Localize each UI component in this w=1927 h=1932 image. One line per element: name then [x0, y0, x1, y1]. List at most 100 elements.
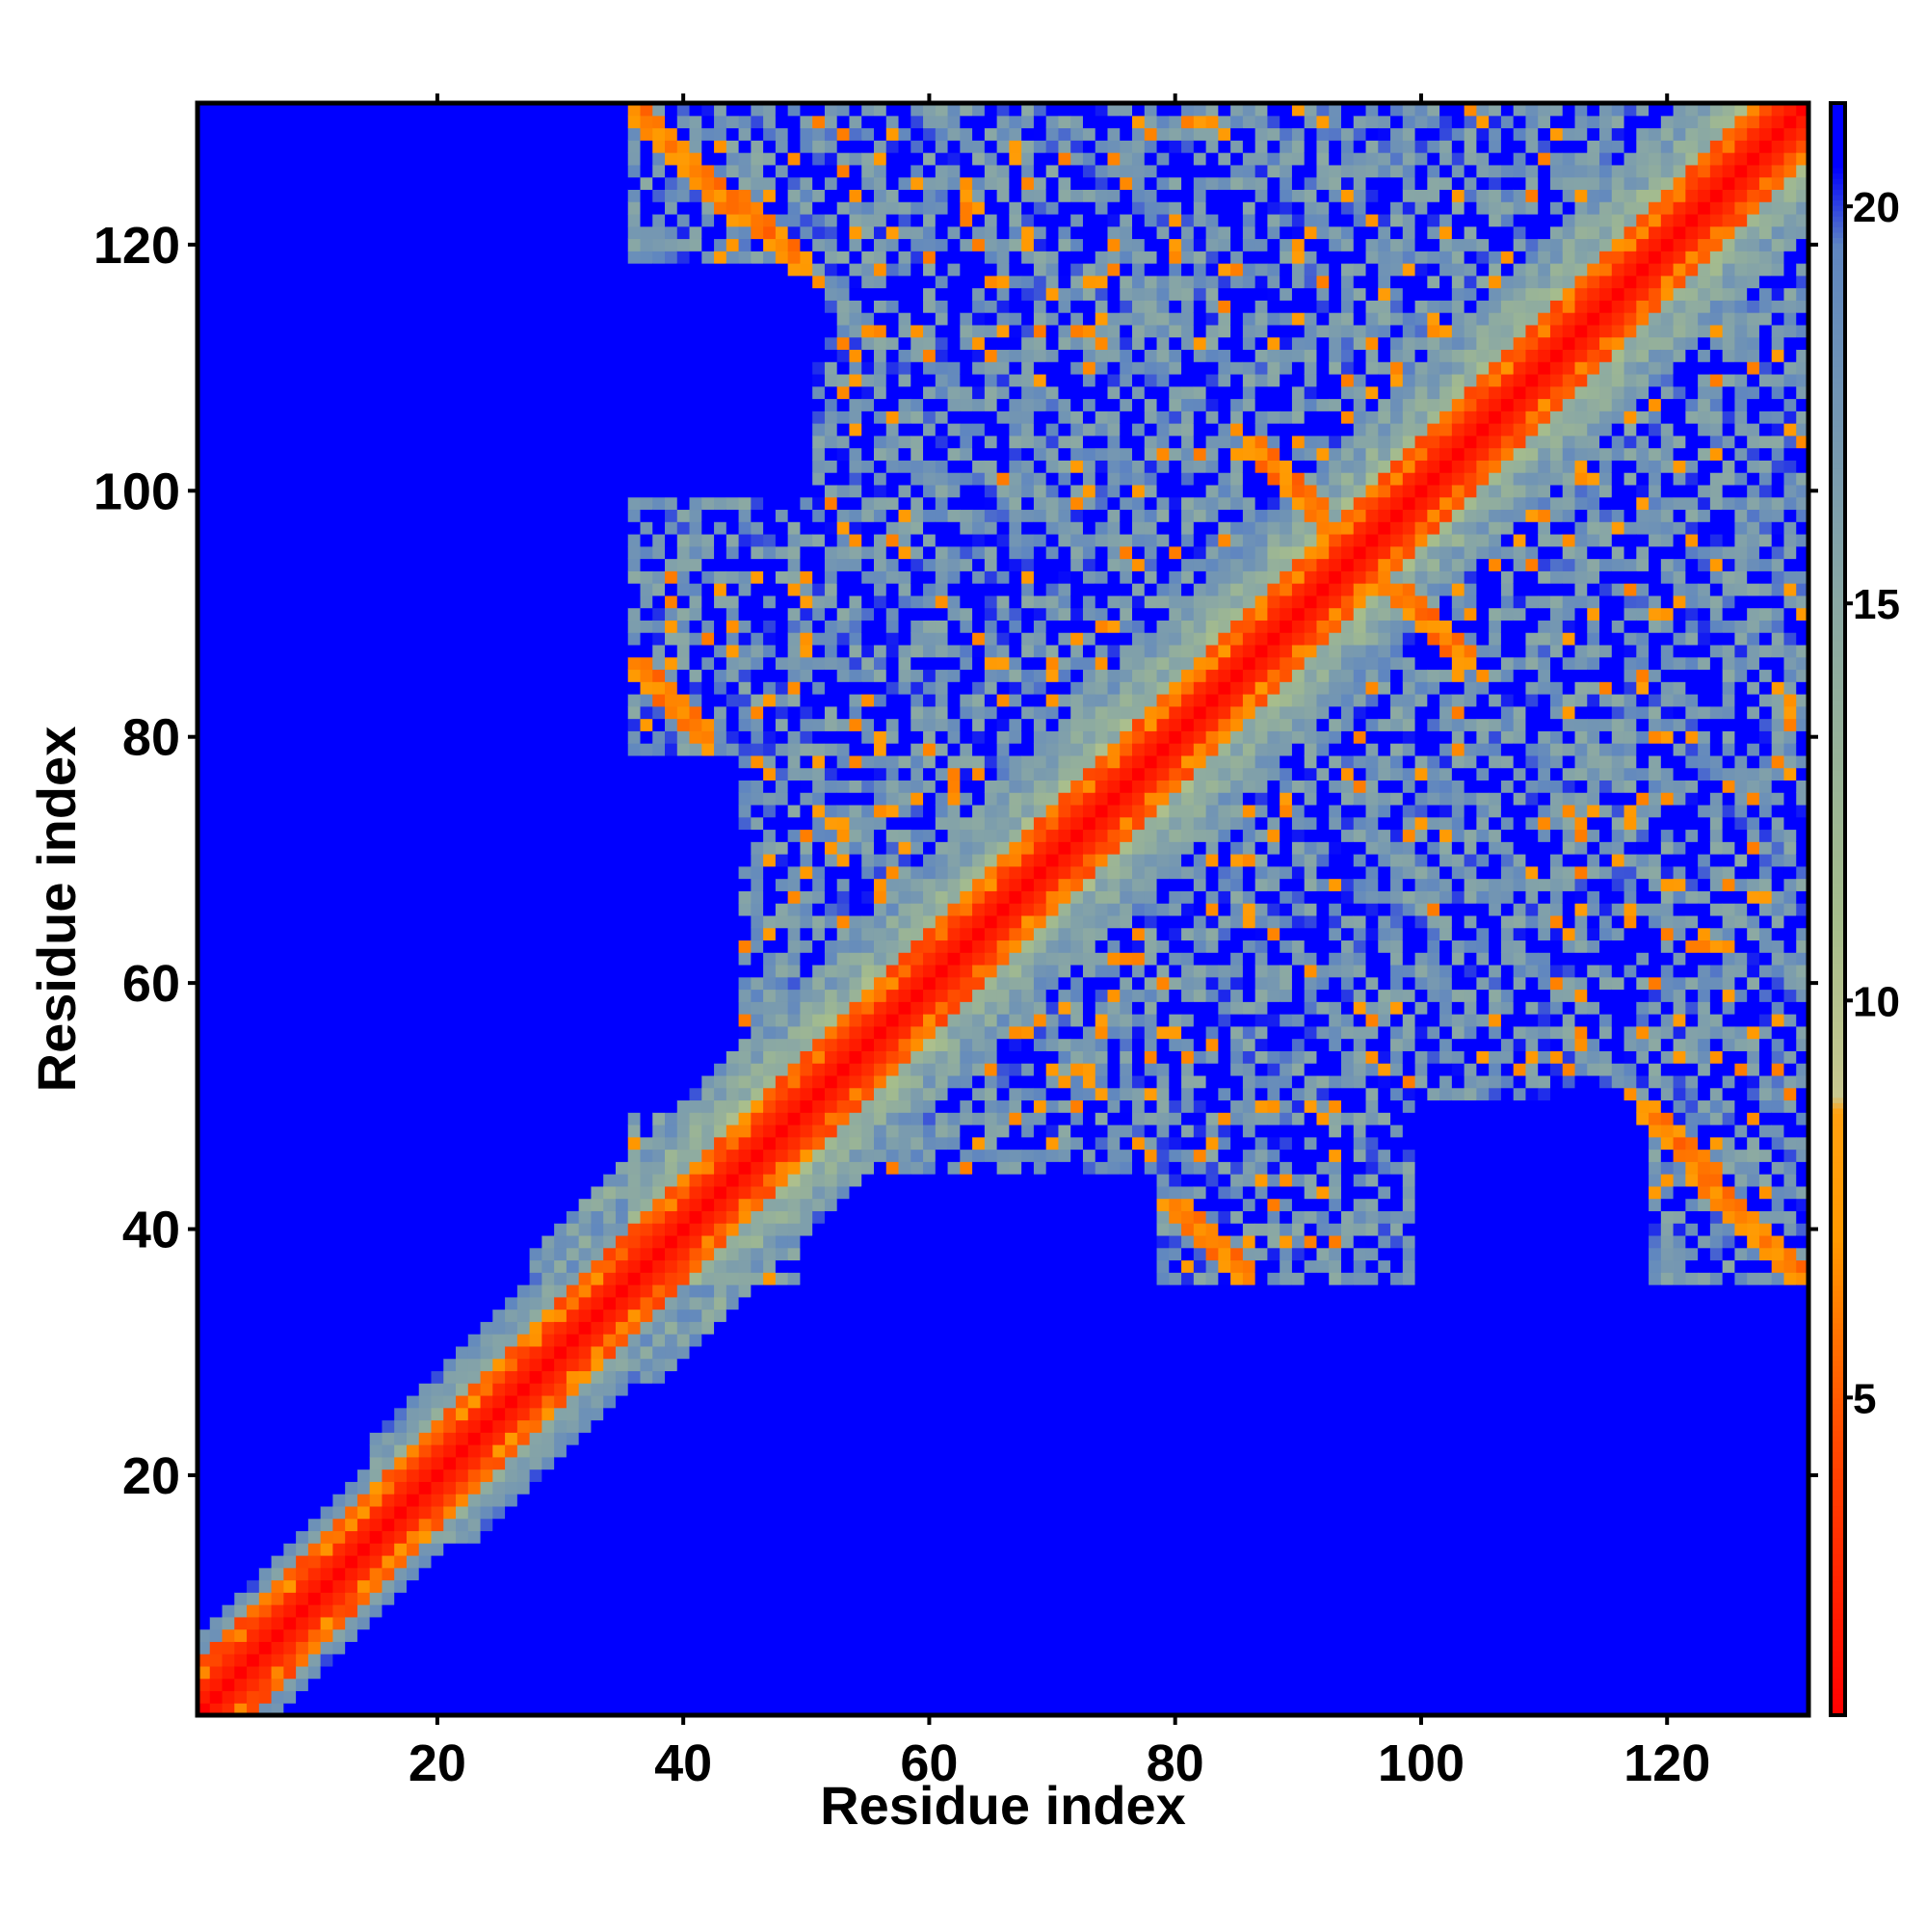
heatmap-cell — [492, 1530, 506, 1544]
heatmap-cell — [356, 816, 371, 831]
heatmap-cell — [418, 694, 433, 707]
heatmap-cell — [591, 890, 604, 904]
heatmap-cell — [505, 238, 518, 251]
heatmap-cell — [615, 914, 629, 929]
heatmap-cell — [591, 865, 604, 880]
heatmap-cell — [382, 1383, 395, 1396]
heatmap-cell — [554, 373, 568, 387]
heatmap-cell — [283, 1334, 297, 1347]
heatmap-cell — [627, 201, 642, 215]
heatmap-cell — [258, 251, 273, 264]
heatmap-cell — [603, 940, 617, 953]
heatmap-cell — [529, 1296, 542, 1310]
heatmap-cell — [258, 1136, 273, 1151]
heatmap-cell — [516, 1063, 531, 1076]
heatmap-cell — [258, 952, 273, 966]
heatmap-cell — [307, 127, 322, 141]
heatmap-cell — [234, 189, 248, 202]
heatmap-cell — [615, 361, 629, 375]
heatmap-cell — [492, 1124, 506, 1138]
heatmap-cell — [467, 1259, 482, 1273]
heatmap-cell — [541, 140, 555, 153]
heatmap-cell — [603, 1087, 617, 1101]
heatmap-cell — [467, 1481, 482, 1495]
heatmap-cell — [345, 1494, 358, 1507]
heatmap-cell — [382, 1678, 395, 1692]
heatmap-cell — [271, 447, 284, 461]
heatmap-cell — [541, 829, 555, 842]
heatmap-cell — [382, 1641, 395, 1654]
heatmap-cell — [505, 484, 518, 498]
heatmap-cell — [356, 1234, 371, 1249]
heatmap-cell — [578, 410, 593, 424]
heatmap-cell — [652, 1272, 666, 1285]
heatmap-cell — [406, 484, 420, 498]
heatmap-cell — [578, 1678, 593, 1692]
heatmap-cell — [356, 1223, 371, 1236]
heatmap-cell — [283, 976, 297, 991]
heatmap-cell — [529, 1641, 542, 1654]
heatmap-cell — [467, 705, 482, 720]
heatmap-cell — [505, 927, 518, 941]
heatmap-cell — [467, 1543, 482, 1556]
heatmap-cell — [627, 1641, 642, 1654]
heatmap-cell — [554, 1481, 568, 1495]
heatmap-cell — [480, 521, 493, 535]
heatmap-cell — [516, 780, 531, 793]
heatmap-cell — [566, 1284, 580, 1298]
heatmap-cell — [271, 1641, 284, 1654]
heatmap-cell — [578, 1124, 593, 1138]
heatmap-cell — [505, 829, 518, 842]
heatmap-cell — [296, 447, 309, 461]
heatmap-cell — [356, 681, 371, 695]
heatmap-cell — [198, 914, 211, 929]
heatmap-cell — [566, 1259, 580, 1273]
heatmap-cell — [591, 1136, 604, 1151]
heatmap-cell — [222, 1234, 235, 1249]
heatmap-cell — [467, 385, 482, 400]
heatmap-cell — [394, 300, 408, 313]
heatmap-cell — [382, 743, 395, 756]
heatmap-cell — [271, 201, 284, 215]
heatmap-cell — [578, 189, 593, 202]
heatmap-cell — [209, 460, 224, 473]
heatmap-cell — [247, 1530, 260, 1544]
heatmap-cell — [406, 1407, 420, 1421]
heatmap-cell — [198, 989, 211, 1002]
heatmap-cell — [406, 595, 420, 609]
heatmap-cell — [505, 607, 518, 621]
heatmap-cell — [345, 964, 358, 978]
heatmap-cell — [369, 583, 383, 596]
heatmap-cell — [369, 1334, 383, 1347]
heatmap-cell — [541, 300, 555, 313]
heatmap-cell — [382, 754, 395, 769]
heatmap-cell — [456, 140, 469, 153]
heatmap-cell — [418, 472, 433, 486]
heatmap-cell — [258, 1665, 273, 1680]
heatmap-cell — [394, 1543, 408, 1556]
heatmap-cell — [198, 1703, 211, 1716]
heatmap-cell — [296, 1063, 309, 1076]
heatmap-cell — [516, 1136, 531, 1151]
heatmap-cell — [394, 1210, 408, 1224]
heatmap-cell — [320, 1087, 333, 1101]
heatmap-cell — [467, 336, 482, 351]
heatmap-cell — [222, 989, 235, 1002]
heatmap-cell — [467, 1616, 482, 1630]
heatmap-cell — [467, 632, 482, 646]
heatmap-cell — [307, 1456, 322, 1470]
heatmap-cell — [296, 1345, 309, 1360]
heatmap-cell — [467, 472, 482, 486]
heatmap-cell — [603, 1284, 617, 1298]
heatmap-cell — [283, 484, 297, 498]
heatmap-cell — [307, 570, 322, 584]
heatmap-cell — [271, 251, 284, 264]
heatmap-cell — [578, 176, 593, 190]
heatmap-cell — [591, 816, 604, 831]
heatmap-cell — [394, 865, 408, 880]
heatmap-cell — [394, 841, 408, 855]
heatmap-cell — [406, 570, 420, 584]
heatmap-cell — [320, 521, 333, 535]
heatmap-cell — [320, 1296, 333, 1310]
heatmap-cell — [566, 865, 580, 880]
